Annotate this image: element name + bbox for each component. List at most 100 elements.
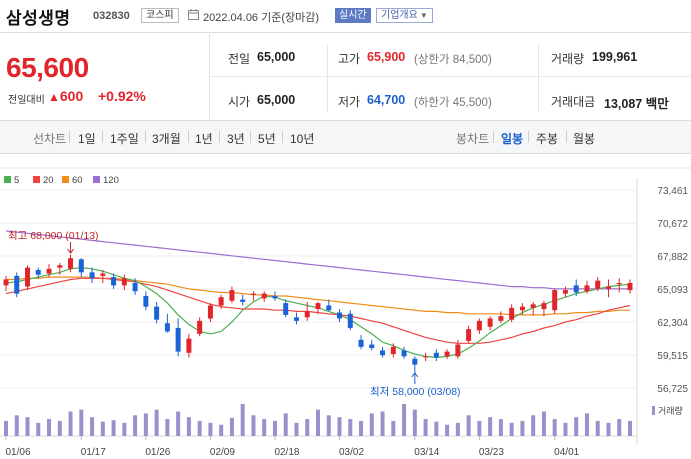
x-tick-label: 03/02 [339,447,364,458]
open-label: 시가 [228,95,251,109]
tab-1w[interactable]: 1주일 [110,132,139,146]
legend-ma60: 60 [62,175,83,186]
volume-legend-swatch [652,406,655,415]
volume-bar [79,409,84,436]
tab-divider [282,131,283,143]
candlestick-chart[interactable]: 73,461 70,672 67,882 65,093 62,304 59,515 56,7… [0,154,691,459]
volume-bar [176,411,181,436]
volume-bar [584,413,589,436]
volume-bar [509,422,514,436]
candle-body [3,279,9,286]
candle-body [111,277,117,286]
volume-bar [133,415,138,436]
candle-body [455,344,461,357]
volume-bar [262,419,267,436]
candle-body [541,303,547,310]
tab-monthly[interactable]: 월봉 [573,132,596,146]
candle-body [595,280,601,289]
candle-body [423,356,429,358]
volume-bar [154,409,159,436]
x-tick-label: 03/14 [414,447,439,458]
company-overview-dropdown[interactable]: 기업개요 ▼ [376,8,433,23]
market-badge: 코스피 [141,8,179,23]
volume-bar [488,417,493,436]
candle-body [186,338,192,353]
price-summary [0,34,210,119]
candle-body [433,352,439,358]
tab-divider [145,131,146,143]
volume-bar [477,420,482,436]
y-tick-label: 59,515 [657,351,688,362]
volume-bar [229,417,234,436]
legend-ma20: 20 [33,175,54,186]
volume-bar [455,422,460,436]
candle-body [154,306,160,320]
candle-body [315,303,321,310]
stock-code: 032830 [93,10,130,22]
tab-divider [493,131,494,143]
tab-divider [69,131,70,143]
candle-body [401,350,407,357]
legend-swatch [33,176,40,183]
tab-weekly[interactable]: 주봉 [536,132,559,146]
volume-bar [563,422,568,436]
tab-divider [188,131,189,143]
low-label: 저가 [338,95,361,109]
candle-body [250,293,256,295]
candle-body [605,286,611,289]
change-percent: +0.92% [98,88,146,104]
volume-bar [380,411,385,436]
candle-body [627,283,633,291]
candle-body [466,329,472,341]
candle-body [197,320,203,334]
candle-body [261,293,267,299]
volume-bar [111,420,116,436]
trade-amount-label: 거래대금 [551,95,596,109]
tab-3m[interactable]: 3개월 [152,132,181,146]
legend-swatch [4,176,11,183]
high-label: 고가 [338,52,361,66]
tab-1y[interactable]: 1년 [195,132,213,146]
candle-body [304,311,310,318]
tab-daily[interactable]: 일봉 [501,132,524,146]
volume-bar [348,419,353,436]
candle-body [509,307,515,320]
tab-1d[interactable]: 1일 [78,132,96,146]
realtime-button[interactable]: 실시간 [335,8,371,23]
candle-body [218,297,224,306]
candle-body [240,299,246,302]
volume-bar [25,417,30,436]
candle-body [390,346,396,354]
tab-divider [250,131,251,143]
candle-body [616,283,622,285]
candle-body [25,267,31,287]
candle-body [143,296,149,307]
volume-bar [359,420,364,436]
volume-value: 199,961 [592,50,638,64]
volume-bar [520,420,525,436]
lower-limit: (하한가 45,500) [414,96,492,109]
candle-body [57,265,63,268]
prev-close-value: 65,000 [257,50,296,64]
ma60-line [6,276,630,316]
high-value: 65,900 [367,50,406,64]
candle-body [68,258,74,269]
candle-body [229,290,235,301]
volume-bar [219,424,224,436]
legend-ma5: 5 [4,175,19,186]
candle-chart-label: 봉차트 [456,132,490,146]
current-price: 65,600 [6,52,89,83]
high-arrow-icon [67,242,74,254]
volume-bar [14,415,19,436]
volume-bar [595,420,600,436]
tab-10y[interactable]: 10년 [290,132,315,146]
low-annotation: 최저 58,000 (03/08) [370,386,461,398]
calendar-icon [188,9,199,20]
tab-3y[interactable]: 3년 [227,132,245,146]
candle-body [35,269,41,275]
candle-body [175,327,181,352]
tab-divider [219,131,220,143]
volume-bar [57,420,62,436]
chevron-down-icon: ▼ [419,11,428,20]
tab-5y[interactable]: 5년 [258,132,276,146]
